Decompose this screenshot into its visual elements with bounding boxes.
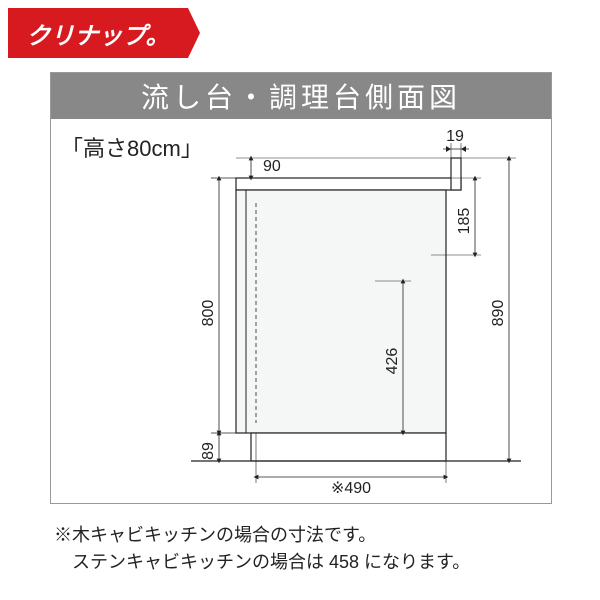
diagram-title: 流し台・調理台側面図 [51, 73, 551, 119]
svg-text:426: 426 [384, 348, 401, 375]
footnote-line-2: ステンキャビキッチンの場合は 458 になります。 [54, 549, 470, 576]
svg-text:※490: ※490 [331, 480, 371, 497]
diagram-canvas: 800 89 90 19 185 890 [51, 123, 551, 503]
svg-text:19: 19 [446, 128, 464, 145]
svg-text:185: 185 [456, 208, 473, 235]
svg-text:890: 890 [490, 300, 507, 327]
diagram-title-text: 流し台・調理台側面図 [141, 76, 461, 116]
svg-text:800: 800 [200, 300, 217, 327]
footnote: ※木キャビキッチンの場合の寸法です。 ステンキャビキッチンの場合は 458 にな… [54, 522, 470, 576]
footnote-line-1: ※木キャビキッチンの場合の寸法です。 [54, 522, 470, 549]
svg-text:90: 90 [263, 158, 281, 175]
brand-logo: クリナップ。 [8, 8, 188, 58]
brand-logo-text: クリナップ。 [26, 16, 169, 51]
diagram-frame: 流し台・調理台側面図 「高さ80cm」 [50, 72, 552, 504]
svg-text:89: 89 [200, 442, 217, 460]
